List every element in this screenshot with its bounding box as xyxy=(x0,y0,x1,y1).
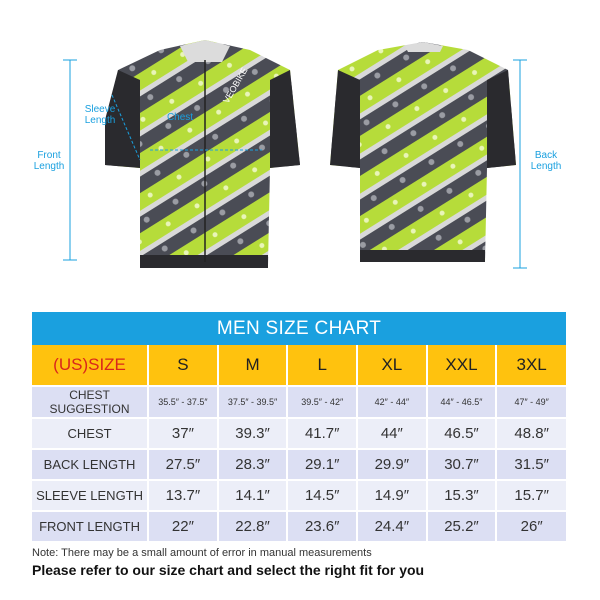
table-cell: 47″ - 49″ xyxy=(496,386,566,419)
fit-advice: Please refer to our size chart and selec… xyxy=(32,562,425,578)
table-cell: 26″ xyxy=(496,511,566,543)
size-xxl: XXL xyxy=(426,345,498,387)
size-3xl: 3XL xyxy=(496,345,566,387)
chest-label: Chest xyxy=(166,112,194,123)
table-cell: 41.7″ xyxy=(287,418,359,450)
table-cell: 39.3″ xyxy=(217,418,289,450)
size-chart: MEN SIZE CHART (US)SIZE S M L XL XXL 3XL… xyxy=(32,312,566,543)
table-row-chest: CHEST 37″ 39.3″ 41.7″ 44″ 46.5″ 48.8″ xyxy=(32,418,566,450)
table-cell: 39.5″ - 42″ xyxy=(287,386,359,419)
size-table: (US)SIZE S M L XL XXL 3XL CHEST SUGGESTI… xyxy=(32,345,566,543)
table-cell: 15.3″ xyxy=(426,480,498,512)
table-row-sleeve-length: SLEEVE LENGTH 13.7″ 14.1″ 14.5″ 14.9″ 15… xyxy=(32,480,566,512)
table-cell: 31.5″ xyxy=(496,449,566,481)
measurement-guides xyxy=(63,59,527,269)
table-cell: 48.8″ xyxy=(496,418,566,450)
table-cell: 44″ - 46.5″ xyxy=(426,386,498,419)
measurement-note: Note: There may be a small amount of err… xyxy=(32,547,372,559)
table-cell: 22.8″ xyxy=(217,511,289,543)
table-cell: 25.2″ xyxy=(426,511,498,543)
back-jersey xyxy=(330,42,516,262)
table-cell: 46.5″ xyxy=(426,418,498,450)
front-length-label: Front Length xyxy=(33,150,65,172)
product-images: VEOBIKE xyxy=(63,40,527,269)
sleeve-length-label: Sleeve Length xyxy=(84,104,116,126)
table-cell: 29.9″ xyxy=(357,449,428,481)
size-header-row: (US)SIZE S M L XL XXL 3XL xyxy=(32,345,566,387)
table-cell: 14.1″ xyxy=(217,480,289,512)
table-cell: 42″ - 44″ xyxy=(357,386,428,419)
table-cell: 23.6″ xyxy=(287,511,359,543)
row-label: CHEST SUGGESTION xyxy=(32,386,150,419)
table-cell: 13.7″ xyxy=(148,480,219,512)
size-m: M xyxy=(217,345,289,387)
jersey-illustration: VEOBIKE xyxy=(63,40,527,269)
row-label: SLEEVE LENGTH xyxy=(32,480,150,512)
table-cell: 44″ xyxy=(357,418,428,450)
table-row-back-length: BACK LENGTH 27.5″ 28.3″ 29.1″ 29.9″ 30.7… xyxy=(32,449,566,481)
table-row-front-length: FRONT LENGTH 22″ 22.8″ 23.6″ 24.4″ 25.2″… xyxy=(32,511,566,543)
size-l: L xyxy=(287,345,359,387)
table-cell: 30.7″ xyxy=(426,449,498,481)
table-cell: 35.5″ - 37.5″ xyxy=(148,386,219,419)
size-header-label: (US)SIZE xyxy=(32,345,150,387)
row-label: FRONT LENGTH xyxy=(32,511,150,543)
table-cell: 14.9″ xyxy=(357,480,428,512)
table-row-chest-suggestion: CHEST SUGGESTION 35.5″ - 37.5″ 37.5″ - 3… xyxy=(32,386,566,419)
table-cell: 14.5″ xyxy=(287,480,359,512)
size-chart-title: MEN SIZE CHART xyxy=(32,312,566,345)
back-length-label: Back Length xyxy=(530,150,562,172)
table-cell: 15.7″ xyxy=(496,480,566,512)
table-cell: 24.4″ xyxy=(357,511,428,543)
table-cell: 28.3″ xyxy=(217,449,289,481)
table-cell: 29.1″ xyxy=(287,449,359,481)
row-label: CHEST xyxy=(32,418,150,450)
size-xl: XL xyxy=(357,345,428,387)
row-label: BACK LENGTH xyxy=(32,449,150,481)
size-s: S xyxy=(148,345,219,387)
table-cell: 22″ xyxy=(148,511,219,543)
front-jersey: VEOBIKE xyxy=(105,40,300,268)
table-cell: 37″ xyxy=(148,418,219,450)
table-cell: 27.5″ xyxy=(148,449,219,481)
table-cell: 37.5″ - 39.5″ xyxy=(217,386,289,419)
